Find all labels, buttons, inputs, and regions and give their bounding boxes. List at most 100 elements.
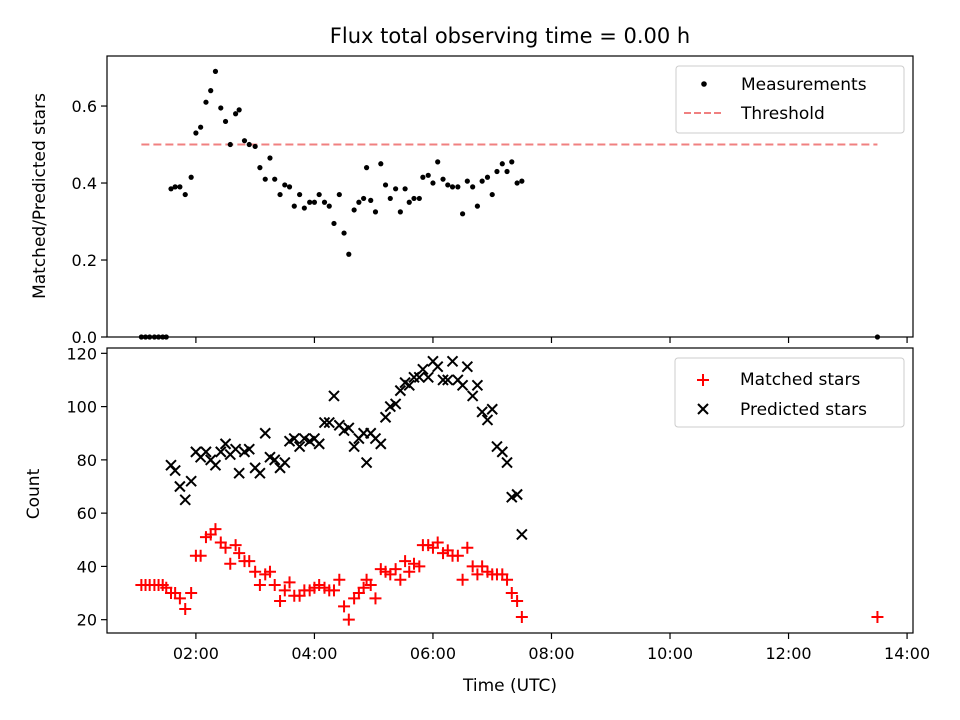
- predicted-point: [481, 414, 494, 426]
- bottom-xtick-label: 12:00: [765, 644, 811, 663]
- measurement-point: [252, 143, 258, 150]
- measurement-point: [351, 207, 357, 213]
- measurement-point: [172, 184, 178, 190]
- predicted-point: [394, 384, 407, 397]
- predicted-point: [379, 411, 392, 423]
- matched-point: [342, 613, 355, 626]
- predicted-point: [348, 440, 360, 453]
- matched-point: [511, 595, 524, 608]
- predicted-point: [389, 398, 402, 410]
- measurement-point: [356, 199, 362, 205]
- measurement-point: [142, 334, 149, 340]
- predicted-point: [288, 432, 300, 445]
- matched-point: [224, 557, 237, 570]
- measurement-point: [236, 107, 242, 113]
- matched-point: [173, 592, 186, 605]
- bottom-legend-box: [674, 357, 905, 428]
- predicted-point: [437, 374, 449, 386]
- matched-point: [394, 573, 407, 586]
- measurement-point: [188, 174, 194, 180]
- measurement-point: [262, 176, 268, 182]
- measurement-point: [151, 334, 158, 340]
- predicted-point: [328, 390, 340, 402]
- measurement-point: [138, 334, 144, 340]
- matched-point: [333, 573, 346, 586]
- bottom-ytick-label: 120: [66, 344, 97, 363]
- top-ytick-label: 0.6: [72, 97, 97, 116]
- matched-point: [263, 565, 276, 578]
- bottom-ytick-label: 20: [77, 611, 97, 630]
- matched-point: [243, 555, 256, 568]
- bottom-ylabel: Count: [24, 468, 44, 519]
- predicted-series: [165, 355, 528, 541]
- bottom-xtick-label: 04:00: [291, 644, 337, 663]
- predicted-point: [209, 459, 222, 471]
- predicted-point: [446, 355, 459, 368]
- measurement-point: [459, 211, 466, 217]
- measurement-point: [177, 184, 183, 190]
- top-panel-frame: [106, 55, 914, 338]
- bottom-ytick-label: 100: [66, 398, 97, 417]
- top-ytick-label: 0.2: [72, 251, 97, 270]
- predicted-point: [174, 480, 186, 493]
- measurement-point: [406, 199, 412, 205]
- measurement-point: [160, 334, 166, 340]
- predicted-point: [375, 438, 387, 450]
- matched-point: [313, 579, 326, 592]
- matched-point: [194, 549, 207, 562]
- measurement-point: [208, 88, 214, 94]
- predicted-point: [313, 438, 325, 450]
- matched-point: [456, 573, 469, 586]
- measurement-point: [411, 195, 417, 202]
- measurement-point: [341, 230, 347, 236]
- measurement-point: [519, 178, 525, 184]
- bottom-ytick-label: 60: [77, 504, 97, 523]
- predicted-point: [293, 440, 306, 453]
- measurement-point: [218, 105, 224, 111]
- predicted-point: [200, 446, 212, 458]
- matched-point: [283, 576, 296, 589]
- predicted-point: [169, 464, 181, 477]
- measurement-point: [464, 178, 470, 184]
- predicted-point: [360, 456, 373, 469]
- predicted-point: [269, 454, 281, 466]
- measurement-point: [307, 199, 313, 205]
- measurement-point: [382, 182, 389, 188]
- measurement-point: [222, 118, 229, 125]
- top-legend-box: [675, 65, 905, 134]
- predicted-point: [233, 467, 245, 479]
- legend-matched-label: Matched stars: [740, 370, 860, 390]
- legend-threshold-label: Threshold: [740, 104, 825, 124]
- measurement-point: [397, 209, 403, 215]
- measurement-point: [286, 184, 293, 190]
- predicted-point: [243, 443, 255, 455]
- bottom-y-axis: 20 40 60 80 100 120: [66, 344, 107, 630]
- top-x-axis: [195, 337, 908, 343]
- measurement-point: [372, 209, 379, 215]
- measurement-point: [193, 130, 199, 136]
- bottom-legend: Matched stars Predicted stars: [674, 357, 905, 428]
- measurement-point: [321, 199, 328, 205]
- legend-measurements-marker: [701, 81, 707, 87]
- predicted-point: [496, 446, 509, 458]
- predicted-point: [229, 443, 242, 455]
- bottom-ytick-label: 80: [77, 451, 97, 470]
- predicted-point: [323, 416, 335, 429]
- measurement-point: [282, 182, 288, 188]
- measurement-point: [246, 141, 252, 148]
- measurement-point: [445, 182, 451, 188]
- top-ytick-label: 0.0: [72, 328, 97, 347]
- matched-series: [135, 523, 884, 626]
- matched-point: [476, 560, 489, 573]
- measurements-series: [138, 68, 881, 340]
- matched-point: [407, 557, 420, 570]
- measurement-point: [336, 191, 342, 198]
- measurement-point: [474, 203, 481, 209]
- measurement-point: [155, 334, 162, 340]
- measurement-point: [393, 186, 399, 192]
- legend-matched-marker: [697, 374, 709, 386]
- matched-point: [274, 595, 287, 608]
- measurement-point: [420, 174, 426, 180]
- measurement-point: [435, 159, 441, 165]
